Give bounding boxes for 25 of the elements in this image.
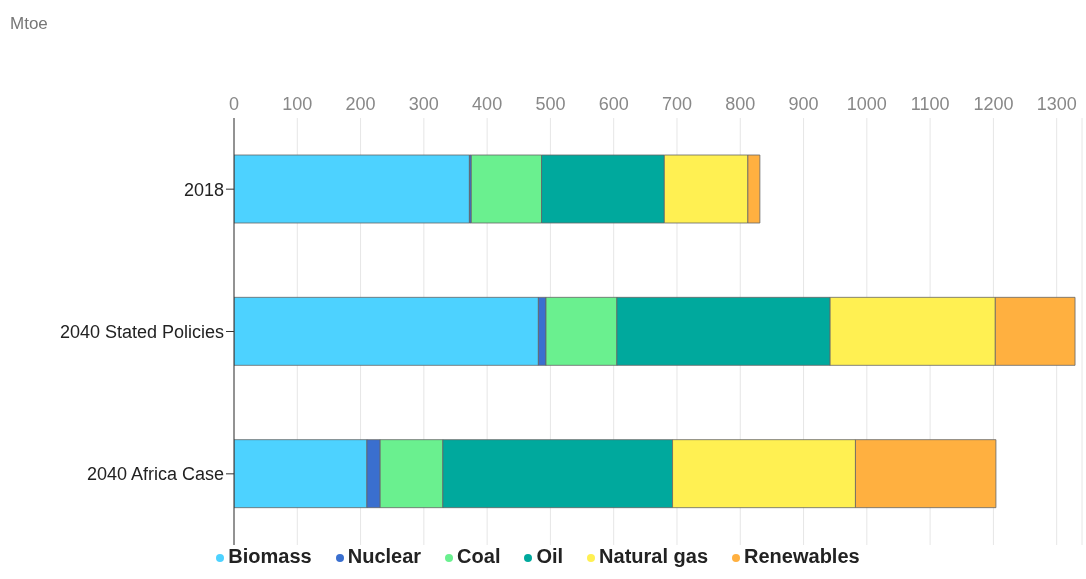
x-tick-label: 100 <box>282 94 313 114</box>
x-tick-label: 1000 <box>846 94 887 114</box>
legend-label: Natural gas <box>599 545 709 567</box>
legend-label: Renewables <box>744 545 860 567</box>
x-axis-title: Mtoe <box>10 14 48 34</box>
legend-label: Coal <box>457 545 501 567</box>
legend-label: Oil <box>536 545 564 567</box>
x-tick-label: 900 <box>788 94 819 114</box>
x-tick-label: 700 <box>661 94 693 114</box>
x-tick-label: 0 <box>228 94 240 114</box>
bar <box>234 154 470 224</box>
x-tick-label: 600 <box>598 94 629 114</box>
x-tick-label: 800 <box>725 94 756 114</box>
x-tick-label: 500 <box>535 94 566 114</box>
legend-label: Biomass <box>228 545 312 567</box>
y-tick-label: 2018 <box>183 179 224 200</box>
legend-label: Nuclear <box>347 545 422 567</box>
x-tick-label: 300 <box>408 94 439 114</box>
y-tick-label: 2040 Africa Case <box>86 464 224 485</box>
x-tick-label: 1100 <box>910 94 950 114</box>
x-tick-label: 1300 <box>1036 94 1077 114</box>
y-tick-label: 2040 Stated Policies <box>59 321 224 342</box>
x-tick-label: 1200 <box>973 94 1014 114</box>
x-tick-label: 400 <box>472 94 503 114</box>
x-tick-label: 200 <box>345 94 376 114</box>
